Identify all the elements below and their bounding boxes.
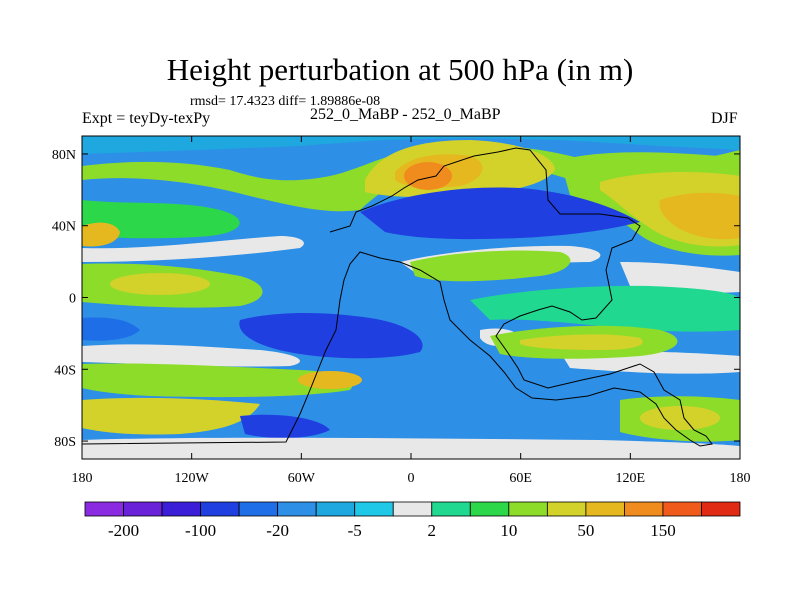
north-trough-deepblue [360,187,640,240]
colorbar-swatch [238,501,279,517]
colorbar-label: 150 [650,521,676,540]
y-tick-label: 80S [54,435,76,450]
colorbar-label: 10 [500,521,517,540]
colorbar-swatch [315,501,356,517]
west-edge-orange [82,222,120,247]
south-east-yellow [520,334,643,350]
axis-ticks: 80N 40N 0 40S 80S 180 120W 60W 0 60E 120E 180 [52,136,751,486]
page-title: Height perturbation at 500 hPa (in m) [166,52,634,87]
eq-east-green [470,285,740,332]
season-label: DJF [711,110,738,127]
polar-center-deepblue [240,414,330,439]
x-tick-label: 60W [288,471,316,486]
colorbar-swatch [84,501,124,517]
nw-green [82,200,240,239]
sw-midblue [82,317,140,341]
x-tick-label: 120E [616,471,646,486]
south-center-deepblue [239,313,423,359]
colorbar-label: -200 [108,521,139,540]
colorbar-swatch [624,501,664,517]
zero-streak-south-west [82,344,300,367]
colorbar: -200 -100 -20 -5 2 10 50 150 [84,501,741,540]
colorbar-label: -100 [185,521,216,540]
y-tick-label: 80N [52,148,76,163]
stats-line: rmsd= 17.4323 diff= 1.89886e-08 [190,94,381,109]
colorbar-label: -5 [348,521,362,540]
colorbar-swatch [277,501,317,517]
colorbar-label: -20 [266,521,289,540]
eq-center-yellowgreen [410,250,571,282]
zero-streak-west [82,236,304,262]
case-label: 252_0_MaBP - 252_0_MaBP [310,106,501,123]
polar-zero-band [82,437,740,459]
y-tick-label: 40S [54,363,76,378]
colorbar-swatch [508,501,548,517]
ne-orange [659,192,740,240]
x-tick-label: 180 [72,471,93,486]
colorbar-swatch [701,501,741,517]
north-high-core [404,162,452,190]
zero-streak-east [620,262,740,293]
colorbar-swatch [662,501,702,517]
colorbar-swatch [123,501,163,517]
colorbar-swatch [469,501,510,517]
colorbar-swatch [546,501,587,517]
colorbar-swatch [161,501,201,517]
colorbar-swatch [354,501,394,517]
contour-field [82,136,740,459]
colorbar-swatch [200,501,240,517]
x-tick-label: 120W [175,471,210,486]
south-west-orange [298,371,362,389]
x-tick-label: 0 [408,471,415,486]
x-tick-label: 60E [509,471,532,486]
polar-east-yellow [640,406,720,430]
colorbar-label: 50 [577,521,594,540]
eq-west-yellow [110,273,210,295]
x-tick-label: 180 [730,471,751,486]
polar-west-yellow [82,397,260,435]
south-west-yellowgreen [82,363,353,398]
colorbar-swatch [392,501,433,517]
y-tick-label: 40N [52,220,76,235]
y-tick-label: 0 [69,292,76,307]
colorbar-label: 2 [428,521,437,540]
colorbar-swatch [585,501,625,517]
continent-outline [81,147,713,447]
colorbar-swatch [431,501,471,517]
band-top-cyan [82,136,740,154]
experiment-label: Expt = teyDy-texPy [82,110,211,127]
